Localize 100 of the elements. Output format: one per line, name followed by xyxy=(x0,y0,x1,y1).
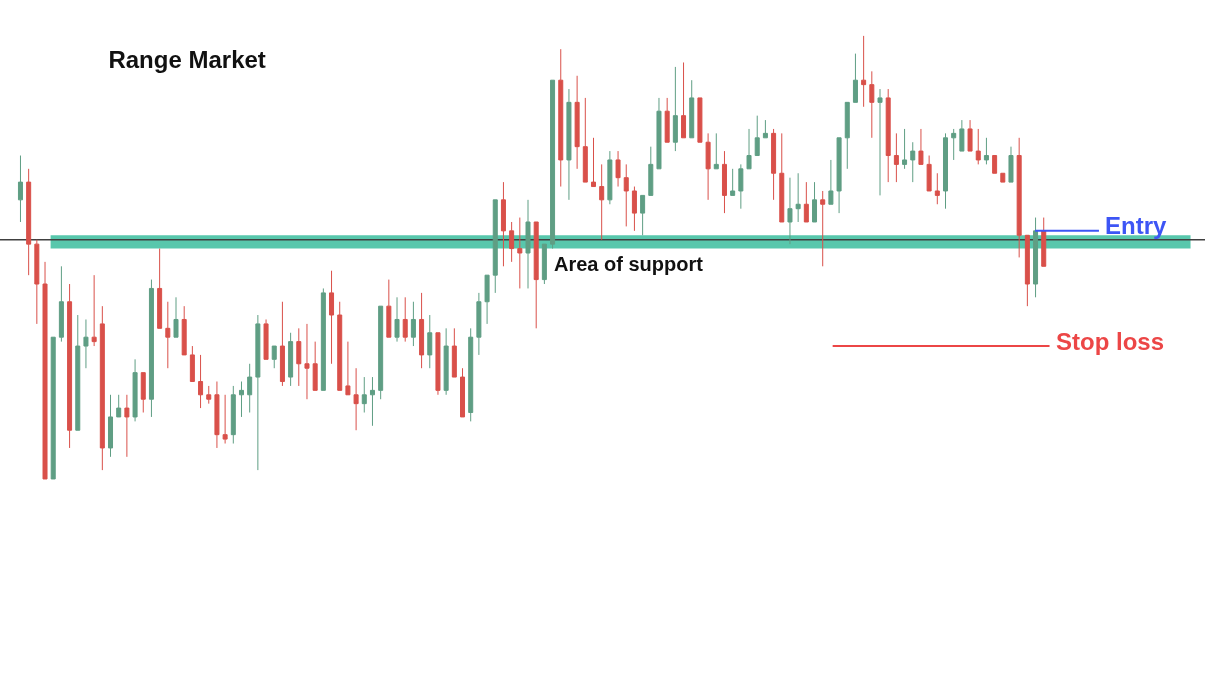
candlestick xyxy=(443,327,449,396)
candlestick xyxy=(17,155,23,223)
candlestick xyxy=(189,345,195,382)
candlestick xyxy=(721,150,727,214)
candlestick xyxy=(34,239,40,325)
candlestick xyxy=(329,270,335,365)
candlestick xyxy=(181,305,187,356)
candlestick xyxy=(926,155,932,192)
candlestick xyxy=(582,97,588,183)
candlestick xyxy=(460,367,466,418)
candlestick xyxy=(337,301,343,391)
candlestick xyxy=(746,128,752,170)
candlestick xyxy=(877,88,883,196)
candlestick xyxy=(148,279,154,418)
candlestick xyxy=(942,132,948,210)
text: Range Market xyxy=(108,46,266,74)
candlestick xyxy=(116,394,122,418)
candlestick xyxy=(263,318,269,360)
candlestick xyxy=(1008,146,1014,183)
candlestick xyxy=(271,345,277,369)
candlestick xyxy=(435,332,441,396)
candlestick xyxy=(500,181,506,267)
candlestick xyxy=(664,97,670,143)
candlestick xyxy=(967,119,973,152)
candlestick xyxy=(222,394,228,445)
candlestick xyxy=(312,341,318,391)
candlestick xyxy=(599,163,605,241)
candlestick xyxy=(58,265,64,343)
candlestick xyxy=(345,341,351,396)
candlestick xyxy=(304,323,310,400)
candlestick xyxy=(238,381,244,418)
candlestick xyxy=(509,221,515,263)
candlestick xyxy=(697,97,703,143)
candlestick xyxy=(607,150,613,205)
candlestick xyxy=(803,181,809,223)
candlestick xyxy=(525,199,531,289)
candlestick xyxy=(91,274,97,347)
candlestick xyxy=(730,168,736,196)
candlestick xyxy=(67,283,73,449)
candlestick xyxy=(812,181,818,223)
candlestick xyxy=(255,314,261,471)
ref-line-label: Stop loss xyxy=(1056,328,1165,355)
candlestick xyxy=(492,199,498,294)
candlestick xyxy=(672,66,678,152)
candlestick xyxy=(820,190,826,267)
candlestick xyxy=(533,221,539,329)
candlestick xyxy=(1016,137,1022,258)
candlestick xyxy=(394,296,400,343)
candlestick xyxy=(99,305,105,471)
candlestick xyxy=(50,336,56,480)
candlestick xyxy=(902,128,908,170)
candlestick xyxy=(1000,172,1006,183)
candlestick xyxy=(165,301,171,369)
candlestick xyxy=(754,115,760,157)
candlestick xyxy=(541,243,547,285)
candlestick xyxy=(157,248,163,329)
candlestick xyxy=(689,79,695,139)
candlestick xyxy=(132,358,138,422)
candlestick xyxy=(173,296,179,338)
candlestick xyxy=(566,88,572,201)
candlestick xyxy=(623,163,629,227)
candlestick xyxy=(975,128,981,165)
band-label: Area of support xyxy=(554,253,704,275)
candlestick xyxy=(476,292,482,356)
candlestick xyxy=(779,132,785,223)
candlestick xyxy=(484,274,490,325)
candlestick xyxy=(656,97,662,170)
candlestick xyxy=(214,381,220,449)
candlestick xyxy=(738,163,744,210)
candlestick xyxy=(517,217,523,289)
candlestick xyxy=(369,376,375,427)
candlestick xyxy=(713,132,719,170)
candlestick xyxy=(26,168,32,276)
candlestick xyxy=(42,261,48,480)
candlestick xyxy=(828,159,834,205)
candlestick xyxy=(836,137,842,214)
candlestick xyxy=(795,172,801,223)
candlestick xyxy=(353,367,359,431)
candlestick xyxy=(951,128,957,161)
candlestick xyxy=(206,385,212,405)
candlestick xyxy=(992,155,998,174)
candlestick xyxy=(762,119,768,139)
candlestick xyxy=(910,141,916,183)
candlestick xyxy=(419,292,425,369)
candlestick xyxy=(198,354,204,409)
candlestick xyxy=(615,150,621,188)
candlestick xyxy=(108,394,114,458)
candlestick xyxy=(959,119,965,152)
candlestick xyxy=(852,53,858,103)
candlestick xyxy=(861,35,867,108)
candlestick xyxy=(574,75,580,170)
candlestick xyxy=(279,301,285,387)
candlestick xyxy=(550,79,556,250)
candlestick xyxy=(124,394,130,458)
candlestick xyxy=(681,61,687,139)
candlestick xyxy=(983,137,989,165)
candlestick xyxy=(869,70,875,139)
candlestick xyxy=(844,101,850,170)
candlestick xyxy=(631,186,637,232)
candlestick xyxy=(386,279,392,338)
